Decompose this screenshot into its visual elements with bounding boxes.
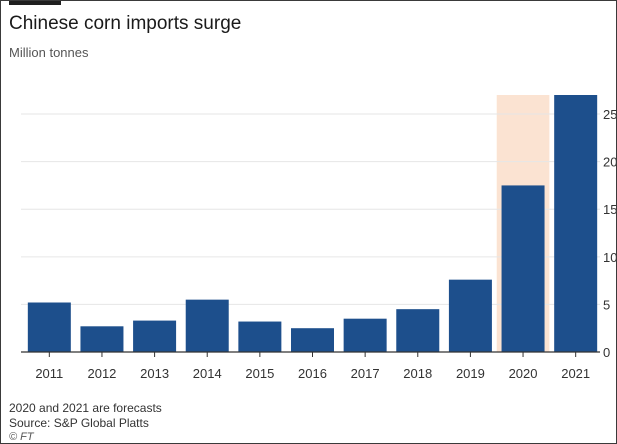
x-tick-label: 2018 xyxy=(403,366,432,381)
chart-title: Chinese corn imports surge xyxy=(9,13,242,34)
chart-subtitle: Million tonnes xyxy=(9,45,89,60)
bar-2016 xyxy=(291,328,334,352)
ft-accent-bar xyxy=(9,1,61,5)
x-tick-label: 2014 xyxy=(193,366,222,381)
bar-2020 xyxy=(501,185,545,352)
bar-2018 xyxy=(396,309,440,352)
bar-2013 xyxy=(133,320,177,352)
y-tick-label: 0 xyxy=(603,345,610,360)
bar-2019 xyxy=(448,279,492,352)
bar-2014 xyxy=(185,299,229,352)
forecast-note: 2020 and 2021 are forecasts xyxy=(9,401,162,415)
source-note: Source: S&P Global Platts xyxy=(9,416,149,430)
x-tick-label: 2021 xyxy=(561,366,590,381)
x-tick-label: 2019 xyxy=(456,366,485,381)
bar-2011 xyxy=(27,302,71,352)
y-tick-label: 25 xyxy=(603,107,616,122)
bar-2021 xyxy=(554,95,598,352)
y-tick-label: 15 xyxy=(603,202,616,217)
x-tick-label: 2012 xyxy=(87,366,116,381)
bar-2017 xyxy=(343,318,387,352)
bar-2015 xyxy=(238,321,282,352)
y-tick-label: 5 xyxy=(603,297,610,312)
x-tick-label: 2013 xyxy=(140,366,169,381)
x-tick-label: 2016 xyxy=(298,366,327,381)
y-tick-label: 20 xyxy=(603,155,616,170)
x-tick-label: 2011 xyxy=(35,366,63,381)
y-tick-label: 10 xyxy=(603,250,616,265)
bar-2012 xyxy=(80,326,124,352)
x-tick-label: 2020 xyxy=(509,366,538,381)
x-tick-label: 2015 xyxy=(245,366,274,381)
ft-credit: © FT xyxy=(9,431,34,443)
x-tick-label: 2017 xyxy=(351,366,380,381)
